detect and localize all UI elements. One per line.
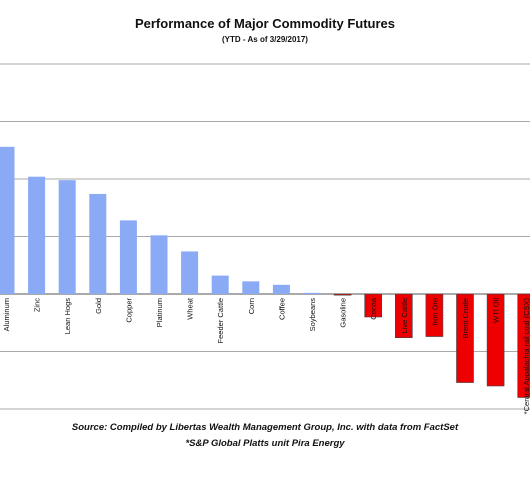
category-label: Aluminum <box>2 298 11 331</box>
category-label: Live Cattle <box>400 298 409 333</box>
category-label: Coffee <box>277 298 286 320</box>
category-label: Platinum <box>155 298 164 327</box>
category-label: *Central Appalachia rail coal (CSX) <box>522 298 530 415</box>
bar-corn <box>242 281 260 294</box>
bar-feeder-cattle <box>211 275 229 294</box>
chart-title: Performance of Major Commodity Futures <box>134 16 396 31</box>
category-label: Gasoline <box>339 298 348 328</box>
bar-wti-oil <box>486 293 505 387</box>
bar-zinc <box>28 176 46 294</box>
category-label: Wheat <box>186 297 195 320</box>
bar-lean-hogs <box>58 180 76 294</box>
category-label: Feeder Cattle <box>216 298 225 343</box>
category-label: Brent Crude <box>461 298 470 338</box>
category-label: Soybeans <box>308 298 317 332</box>
source-note: Source: Compiled by Libertas Wealth Mana… <box>71 422 459 433</box>
bar-iron-ore <box>425 293 444 337</box>
bar-soybeans <box>303 292 321 294</box>
bar-aluminum <box>0 146 15 294</box>
bar-coffee <box>272 284 290 294</box>
bar-gold <box>89 193 107 294</box>
bar-central-appalachia-rail-coal-csx <box>517 293 530 398</box>
category-label: Copper <box>124 298 133 323</box>
bar-copper <box>119 220 137 294</box>
bar-live-cattle <box>394 293 413 339</box>
category-label: WTI Oil <box>492 298 501 323</box>
category-label: Lean Hogs <box>63 298 72 335</box>
category-label: Zinc <box>33 298 42 312</box>
category-label: Cocoa <box>369 297 378 320</box>
bar-wheat <box>181 251 199 294</box>
bar-platinum <box>150 235 168 294</box>
category-label: Corn <box>247 298 256 314</box>
footnote: *S&P Global Platts unit Pira Energy <box>185 438 345 449</box>
bar-brent-crude <box>456 293 474 383</box>
bar-gasoline <box>333 293 352 296</box>
chart-subtitle: (YTD - As of 3/29/2017) <box>222 35 308 44</box>
bar-cocoa <box>364 293 383 318</box>
category-label: Gold <box>94 298 103 314</box>
category-label: Iron Ore <box>430 298 439 326</box>
